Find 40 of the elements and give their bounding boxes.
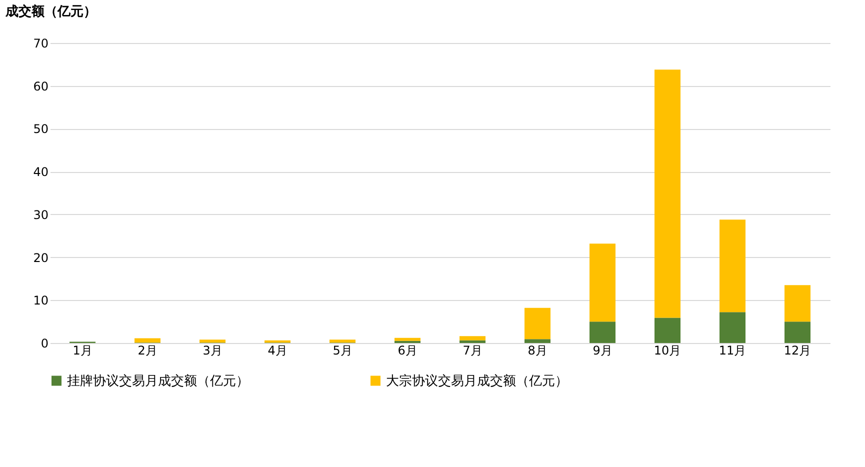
bar <box>460 336 486 340</box>
y-tick-label: 10 <box>33 294 48 308</box>
bar <box>784 285 810 322</box>
bar <box>590 322 616 343</box>
legend-label: 大宗协议交易月成交额（亿元） <box>386 372 568 389</box>
y-axis-title: 成交额（亿元） <box>4 4 96 20</box>
y-tick-label: 0 <box>40 336 48 350</box>
x-tick-label: 10月 <box>654 344 682 358</box>
y-tick-label: 20 <box>33 250 48 265</box>
bar <box>524 308 550 340</box>
x-tick-label: 1月 <box>72 344 92 358</box>
bar <box>264 340 290 343</box>
x-tick-label: 9月 <box>592 344 612 358</box>
bar <box>330 340 356 343</box>
x-tick-label: 7月 <box>462 344 482 358</box>
x-tick-label: 3月 <box>202 344 222 358</box>
x-tick-label: 11月 <box>718 344 746 358</box>
y-tick-label: 30 <box>33 208 48 222</box>
x-tick-label: 6月 <box>398 344 418 358</box>
bar <box>590 244 616 322</box>
x-tick-label: 2月 <box>138 344 158 358</box>
bar <box>524 339 550 343</box>
bar <box>720 220 746 312</box>
bar <box>394 338 420 341</box>
y-tick-label: 40 <box>33 165 48 180</box>
y-tick-label: 50 <box>33 122 48 136</box>
x-tick-label: 8月 <box>528 344 548 358</box>
x-tick-label: 4月 <box>268 344 288 358</box>
legend-label: 挂牌协议交易月成交额（亿元） <box>67 372 249 389</box>
bar <box>654 318 680 343</box>
bar <box>784 322 810 343</box>
y-tick-label: 70 <box>33 36 48 50</box>
bar <box>720 312 746 343</box>
bar <box>654 70 680 318</box>
bar <box>200 340 226 343</box>
x-tick-label: 12月 <box>784 344 812 358</box>
bar <box>460 340 486 343</box>
y-tick-label: 60 <box>33 79 48 94</box>
bar <box>134 338 160 343</box>
x-tick-label: 5月 <box>332 344 352 358</box>
